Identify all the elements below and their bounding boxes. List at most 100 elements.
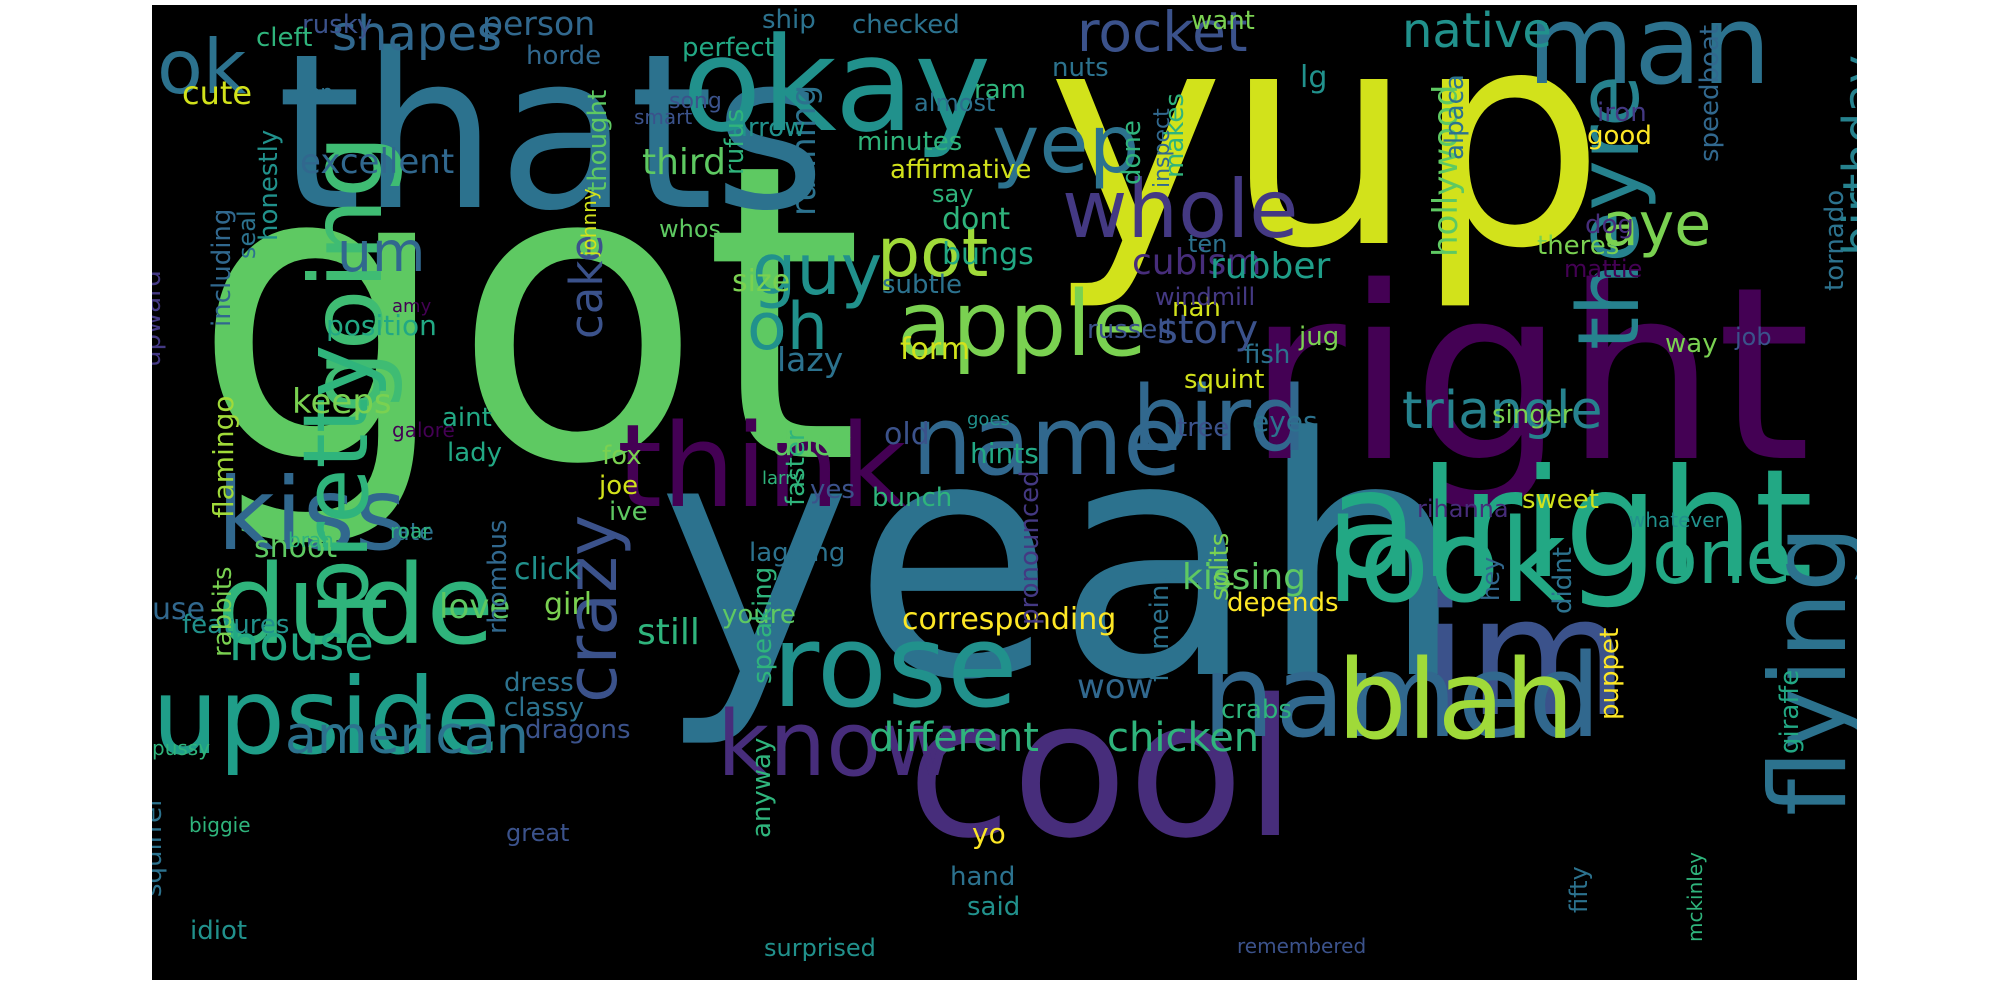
word-name: name xyxy=(912,387,1182,497)
word-size: size xyxy=(732,264,791,299)
word-shoot: shoot xyxy=(254,530,338,565)
word-dont: dont xyxy=(942,202,1011,237)
word-ten: ten xyxy=(1188,230,1228,258)
word-splits: splits xyxy=(1205,532,1235,601)
word-right: right xyxy=(1247,235,1811,515)
word-house: house xyxy=(229,616,374,672)
word-good: good xyxy=(1587,121,1652,151)
word-affirmative: affirmative xyxy=(890,155,1032,185)
word-nah: nah xyxy=(1172,293,1221,323)
word-jug: jug xyxy=(1299,322,1340,352)
word-rubber: rubber xyxy=(1210,246,1331,287)
word-ok: ok xyxy=(157,23,247,111)
word-corresponding: corresponding xyxy=(902,602,1117,637)
word-guy: guy xyxy=(752,229,883,311)
word-song: song xyxy=(669,89,722,114)
word-biggie: biggie xyxy=(189,813,251,837)
word-position: position xyxy=(326,309,437,342)
word-brah: brah xyxy=(288,528,334,552)
word-say: say xyxy=(932,180,974,208)
word-kissing: kissing xyxy=(1182,557,1307,598)
word-arrow: arrow xyxy=(732,113,806,143)
word-use: use xyxy=(152,592,206,627)
word-im: im xyxy=(1422,561,1629,753)
word-duck: duck xyxy=(772,424,852,463)
word-click: click xyxy=(514,552,582,587)
word-different: different xyxy=(869,715,1039,761)
word-galore: galore xyxy=(392,418,455,442)
word-alpaca: alpaca xyxy=(1440,74,1470,160)
word-almost: almost xyxy=(914,89,996,117)
word-whole: whole xyxy=(1062,163,1299,256)
word-apple: apple xyxy=(897,272,1147,377)
word-classy: classy xyxy=(504,693,584,723)
word-lazy: lazy xyxy=(777,340,844,379)
word-faster: faster xyxy=(781,430,811,506)
word-subtle: subtle xyxy=(882,270,962,300)
word-squirrel: squirrel xyxy=(152,799,168,897)
word-crabs: crabs xyxy=(1221,695,1292,725)
word-said: said xyxy=(967,892,1021,922)
word-ship: ship xyxy=(762,5,816,35)
word-man: man xyxy=(1527,5,1772,109)
word-eyes: eyes xyxy=(1252,405,1318,438)
word-lagging: lagging xyxy=(749,538,846,568)
word-depends: depends xyxy=(1227,588,1339,618)
word-anyway: anyway xyxy=(747,737,777,838)
word-want: want xyxy=(1191,6,1255,36)
word-shapes: shapes xyxy=(332,6,502,62)
word-lady: lady xyxy=(447,438,503,468)
word-remembered: remembered xyxy=(1237,934,1367,958)
word-think: think xyxy=(617,400,907,534)
word-upward: upward xyxy=(152,270,167,367)
word-excellent: excellent xyxy=(300,142,455,182)
word-whos: whos xyxy=(659,215,722,243)
word-rusky: rusky xyxy=(302,10,373,40)
word-seal: seal xyxy=(233,210,261,259)
word-checked: checked xyxy=(852,10,960,40)
word-mckinley: mckinley xyxy=(1683,852,1707,942)
word-lg: lg xyxy=(1300,60,1328,95)
word-girl: girl xyxy=(544,587,593,622)
word-done: done xyxy=(1117,120,1147,185)
word-story: story xyxy=(1157,307,1259,353)
word-thats: thats xyxy=(277,7,826,258)
word-johnny: johnny xyxy=(577,188,601,256)
word-bird: bird xyxy=(1132,367,1307,472)
word-joe: joe xyxy=(599,471,639,501)
word-bungs: bungs xyxy=(942,237,1034,272)
word-cool: cool xyxy=(907,659,1297,880)
word-cleft: cleft xyxy=(256,23,313,53)
word-oh: oh xyxy=(747,290,828,365)
word-fish: fish xyxy=(1244,340,1291,370)
word-dragons: dragons xyxy=(525,715,631,745)
word-okay: okay xyxy=(682,9,992,161)
word-rufus: rufus xyxy=(720,108,750,175)
word-rihanna: rihanna xyxy=(1417,495,1509,523)
word-alright: alright xyxy=(1327,438,1814,612)
word-still: still xyxy=(637,612,700,653)
word-fifty: fifty xyxy=(1565,866,1593,913)
word-whatever: whatever xyxy=(1629,508,1723,532)
word-mattie: mattie xyxy=(1564,255,1643,283)
word-perfect: perfect xyxy=(682,33,775,63)
word-lion: lion xyxy=(297,80,334,104)
word-horde: horde xyxy=(526,41,602,71)
word-rhombus: rhombus xyxy=(483,519,513,634)
word-yup: yup xyxy=(1047,5,1606,314)
word-one: one xyxy=(1652,513,1792,601)
word-windmill: windmill xyxy=(1155,283,1256,311)
word-thought: thought xyxy=(583,89,613,192)
word-aye: aye xyxy=(1602,190,1712,260)
word-hand: hand xyxy=(950,862,1016,892)
word-goes: goes xyxy=(967,409,1010,430)
word-hints: hints xyxy=(970,437,1039,470)
word-look: look xyxy=(1327,495,1567,629)
word-kiss: kiss xyxy=(217,456,407,573)
word-cute: cute xyxy=(182,74,253,112)
word-including: including xyxy=(207,208,237,327)
word-ate: ate xyxy=(395,518,434,546)
word-tree: tree xyxy=(1177,413,1230,443)
word-flameing: flameing xyxy=(1145,568,1175,682)
word-rose: rose xyxy=(772,600,1018,734)
